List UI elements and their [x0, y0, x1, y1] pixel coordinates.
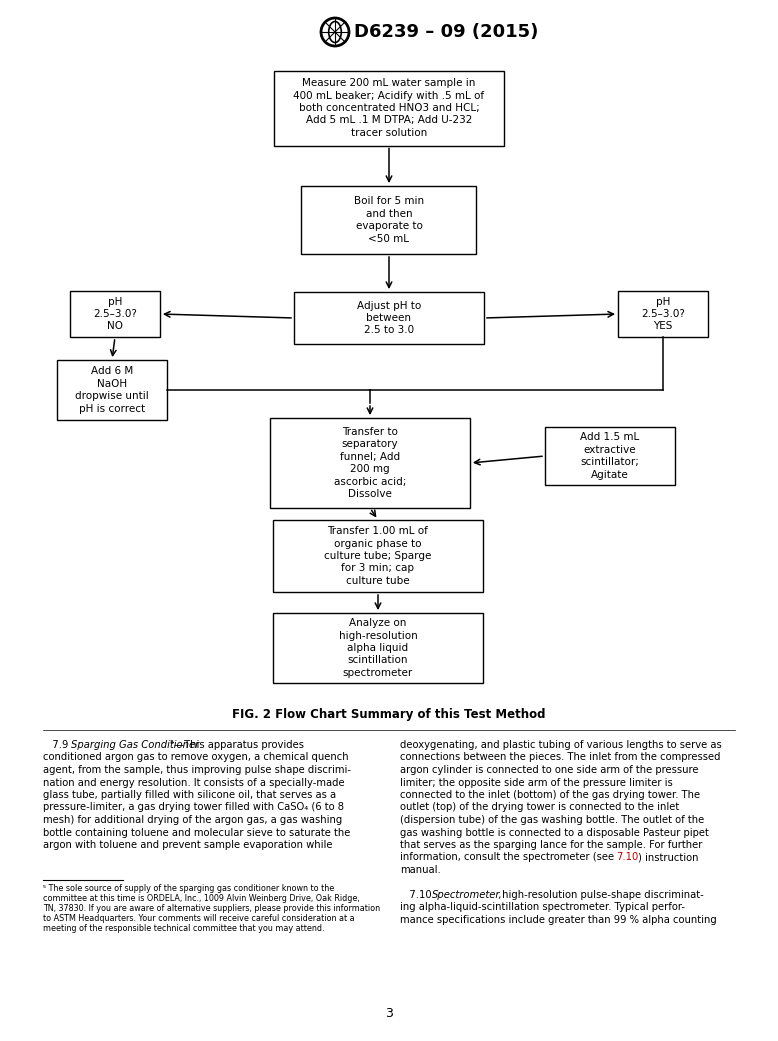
Bar	[545, 427, 675, 485]
Text: ) instruction: ) instruction	[638, 853, 699, 863]
Text: 7.10: 7.10	[616, 853, 638, 863]
Bar	[302, 186, 476, 254]
Text: (dispersion tube) of the gas washing bottle. The outlet of the: (dispersion tube) of the gas washing bot…	[400, 815, 704, 826]
Text: pressure-limiter, a gas drying tower filled with CaSO₄ (6 to 8: pressure-limiter, a gas drying tower fil…	[43, 803, 344, 812]
Text: nation and energy resolution. It consists of a specially-made: nation and energy resolution. It consist…	[43, 778, 345, 787]
Bar	[618, 291, 708, 337]
Text: ing alpha-liquid-scintillation spectrometer. Typical perfor-: ing alpha-liquid-scintillation spectrome…	[400, 903, 685, 913]
Text: 3: 3	[385, 1007, 393, 1020]
Text: to ASTM Headquarters. Your comments will receive careful consideration at a: to ASTM Headquarters. Your comments will…	[43, 914, 355, 923]
Text: argon cylinder is connected to one side arm of the pressure: argon cylinder is connected to one side …	[400, 765, 699, 775]
Text: limiter; the opposite side arm of the pressure limiter is: limiter; the opposite side arm of the pr…	[400, 778, 673, 787]
Text: agent, from the sample, thus improving pulse shape discrimi-: agent, from the sample, thus improving p…	[43, 765, 351, 775]
Bar	[273, 520, 483, 592]
Bar	[273, 613, 483, 683]
Bar	[294, 291, 484, 344]
Text: information, consult the spectrometer (see: information, consult the spectrometer (s…	[400, 853, 617, 863]
Text: Sparging Gas Conditioner: Sparging Gas Conditioner	[71, 740, 199, 750]
Bar	[70, 291, 160, 337]
Text: Transfer to
separatory
funnel; Add
200 mg
ascorbic acid;
Dissolve: Transfer to separatory funnel; Add 200 m…	[334, 427, 406, 499]
Text: ⁵—This apparatus provides: ⁵—This apparatus provides	[170, 740, 304, 750]
Text: Add 6 M
NaOH
dropwise until
pH is correct: Add 6 M NaOH dropwise until pH is correc…	[75, 366, 149, 413]
Text: 7.10: 7.10	[400, 890, 435, 900]
Text: meeting of the responsible technical committee that you may attend.: meeting of the responsible technical com…	[43, 924, 324, 933]
Text: FIG. 2 Flow Chart Summary of this Test Method: FIG. 2 Flow Chart Summary of this Test M…	[233, 708, 545, 721]
Text: high-resolution pulse-shape discriminat-: high-resolution pulse-shape discriminat-	[499, 890, 704, 900]
Text: Transfer 1.00 mL of
organic phase to
culture tube; Sparge
for 3 min; cap
culture: Transfer 1.00 mL of organic phase to cul…	[324, 526, 432, 586]
Bar	[274, 71, 504, 146]
Bar	[57, 360, 167, 420]
Text: Boil for 5 min
and then
evaporate to
<50 mL: Boil for 5 min and then evaporate to <50…	[354, 197, 424, 244]
Text: that serves as the sparging lance for the sample. For further: that serves as the sparging lance for th…	[400, 840, 703, 850]
Text: manual.: manual.	[400, 865, 441, 875]
Text: Adjust pH to
between
2.5 to 3.0: Adjust pH to between 2.5 to 3.0	[357, 301, 421, 335]
Text: 7.9: 7.9	[43, 740, 72, 750]
Text: Spectrometer,: Spectrometer,	[432, 890, 503, 900]
Text: ⁵ The sole source of supply of the sparging gas conditioner known to the: ⁵ The sole source of supply of the sparg…	[43, 884, 335, 893]
Text: D6239 – 09 (2015): D6239 – 09 (2015)	[354, 23, 538, 41]
Text: mesh) for additional drying of the argon gas, a gas washing: mesh) for additional drying of the argon…	[43, 815, 342, 826]
Text: bottle containing toluene and molecular sieve to saturate the: bottle containing toluene and molecular …	[43, 828, 350, 838]
Text: Measure 200 mL water sample in
400 mL beaker; Acidify with .5 mL of
both concent: Measure 200 mL water sample in 400 mL be…	[293, 78, 485, 137]
Text: TN, 37830. If you are aware of alternative suppliers, please provide this inform: TN, 37830. If you are aware of alternati…	[43, 904, 380, 913]
Text: mance specifications include greater than 99 % alpha counting: mance specifications include greater tha…	[400, 915, 717, 925]
Text: pH
2.5–3.0?
NO: pH 2.5–3.0? NO	[93, 297, 137, 331]
Text: outlet (top) of the drying tower is connected to the inlet: outlet (top) of the drying tower is conn…	[400, 803, 679, 812]
Text: pH
2.5–3.0?
YES: pH 2.5–3.0? YES	[641, 297, 685, 331]
Text: connections between the pieces. The inlet from the compressed: connections between the pieces. The inle…	[400, 753, 720, 762]
Text: Add 1.5 mL
extractive
scintillator;
Agitate: Add 1.5 mL extractive scintillator; Agit…	[580, 432, 640, 480]
Text: deoxygenating, and plastic tubing of various lengths to serve as: deoxygenating, and plastic tubing of var…	[400, 740, 722, 750]
Text: committee at this time is ORDELA, Inc., 1009 Alvin Weinberg Drive, Oak Ridge,: committee at this time is ORDELA, Inc., …	[43, 894, 359, 903]
Text: argon with toluene and prevent sample evaporation while: argon with toluene and prevent sample ev…	[43, 840, 332, 850]
Text: connected to the inlet (bottom) of the gas drying tower. The: connected to the inlet (bottom) of the g…	[400, 790, 700, 799]
Text: conditioned argon gas to remove oxygen, a chemical quench: conditioned argon gas to remove oxygen, …	[43, 753, 349, 762]
Text: glass tube, partially filled with silicone oil, that serves as a: glass tube, partially filled with silico…	[43, 790, 336, 799]
Text: Analyze on
high-resolution
alpha liquid
scintillation
spectrometer: Analyze on high-resolution alpha liquid …	[338, 618, 417, 678]
Text: gas washing bottle is connected to a disposable Pasteur pipet: gas washing bottle is connected to a dis…	[400, 828, 709, 838]
Bar	[270, 418, 470, 508]
